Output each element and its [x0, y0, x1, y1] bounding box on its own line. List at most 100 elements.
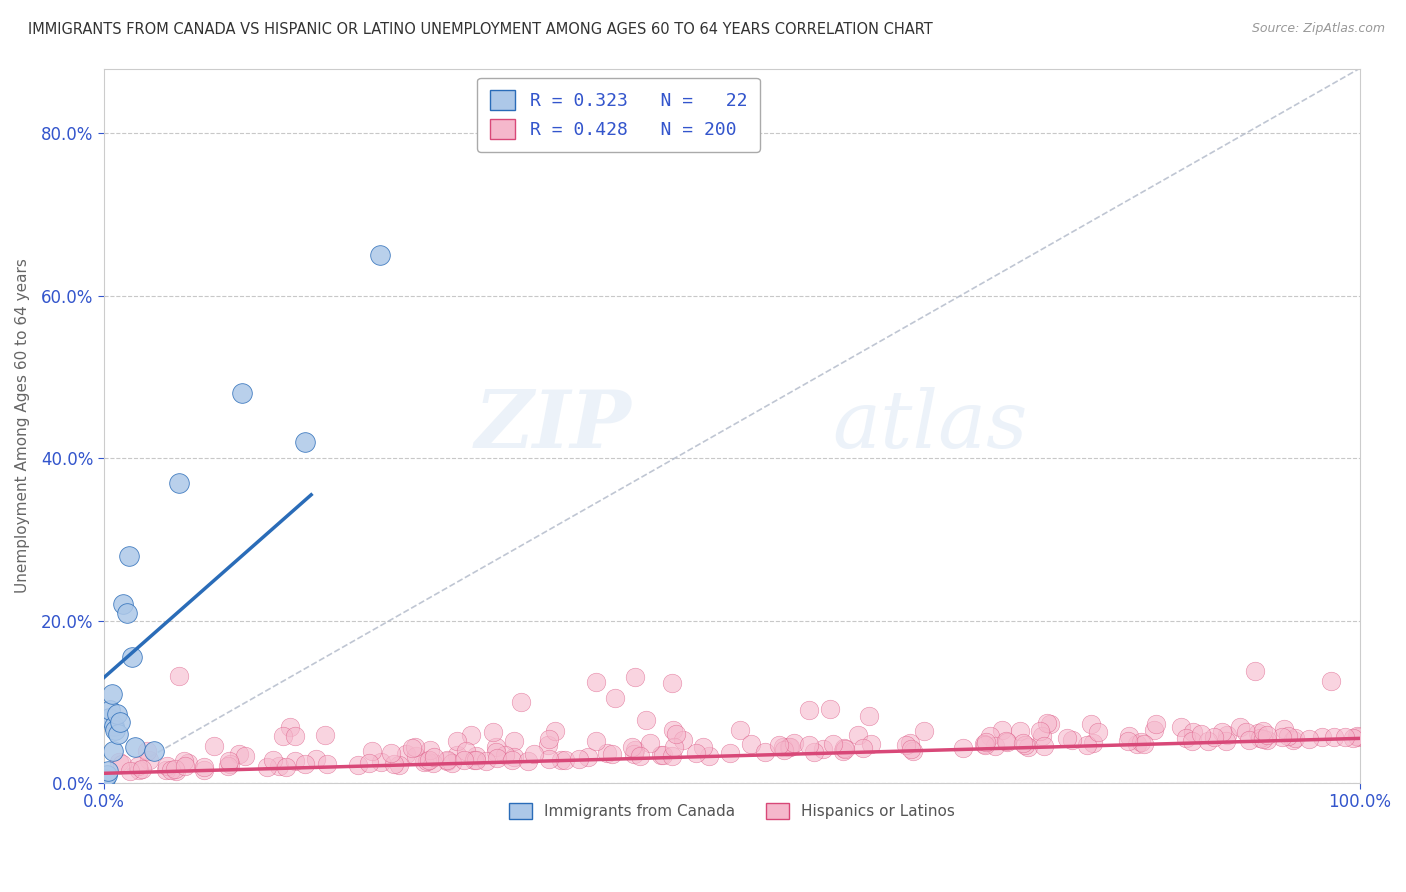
Point: [1347, 730, 1369, 744]
Point: [105, 706, 128, 721]
Point: [405, 749, 427, 764]
Point: [111, 598, 134, 612]
Point: [858, 709, 880, 723]
Point: [256, 760, 278, 774]
Point: [274, 760, 297, 774]
Point: [662, 723, 685, 738]
Point: [1083, 736, 1105, 750]
Point: [501, 753, 523, 767]
Point: [650, 748, 672, 763]
Point: [262, 754, 284, 768]
Point: [1012, 736, 1035, 750]
Point: [768, 738, 790, 752]
Point: [1256, 733, 1278, 747]
Point: [1031, 729, 1053, 743]
Point: [537, 752, 560, 766]
Point: [1256, 729, 1278, 743]
Point: [1017, 740, 1039, 755]
Point: [446, 734, 468, 748]
Point: [1298, 731, 1320, 746]
Point: [1170, 720, 1192, 734]
Point: [1144, 717, 1167, 731]
Point: [665, 727, 688, 741]
Point: [446, 747, 468, 762]
Point: [98, 711, 121, 725]
Point: [294, 435, 316, 450]
Point: [1118, 730, 1140, 744]
Point: [1323, 731, 1346, 745]
Point: [1076, 738, 1098, 752]
Point: [104, 723, 127, 738]
Point: [1211, 724, 1233, 739]
Point: [1251, 724, 1274, 739]
Point: [636, 713, 658, 727]
Point: [169, 475, 191, 490]
Point: [1182, 725, 1205, 739]
Point: [623, 743, 645, 757]
Point: [813, 742, 835, 756]
Point: [173, 754, 195, 768]
Text: ZIP: ZIP: [474, 387, 631, 465]
Point: [1247, 726, 1270, 740]
Point: [912, 724, 935, 739]
Point: [115, 606, 138, 620]
Point: [177, 756, 200, 771]
Point: [754, 745, 776, 759]
Point: [1126, 737, 1149, 751]
Point: [783, 736, 806, 750]
Point: [846, 728, 869, 742]
Point: [1237, 732, 1260, 747]
Point: [267, 758, 290, 772]
Point: [692, 740, 714, 755]
Point: [423, 749, 446, 764]
Point: [821, 737, 844, 751]
Point: [155, 763, 177, 777]
Point: [481, 724, 503, 739]
Point: [718, 746, 741, 760]
Point: [852, 741, 875, 756]
Point: [1253, 732, 1275, 747]
Point: [596, 746, 619, 760]
Point: [94, 772, 117, 786]
Point: [1014, 738, 1036, 752]
Point: [107, 727, 129, 741]
Point: [217, 759, 239, 773]
Point: [271, 729, 294, 743]
Point: [440, 756, 463, 771]
Point: [1346, 729, 1368, 743]
Point: [98, 703, 121, 717]
Point: [554, 753, 576, 767]
Point: [976, 735, 998, 749]
Point: [662, 739, 685, 754]
Point: [1133, 737, 1156, 751]
Point: [163, 763, 186, 777]
Point: [127, 759, 149, 773]
Point: [193, 763, 215, 777]
Point: [233, 749, 256, 764]
Text: IMMIGRANTS FROM CANADA VS HISPANIC OR LATINO UNEMPLOYMENT AMONG AGES 60 TO 64 YE: IMMIGRANTS FROM CANADA VS HISPANIC OR LA…: [28, 22, 932, 37]
Point: [834, 742, 856, 756]
Point: [464, 749, 486, 764]
Point: [101, 743, 124, 757]
Point: [1282, 732, 1305, 747]
Point: [380, 746, 402, 760]
Point: [1087, 725, 1109, 739]
Point: [1029, 724, 1052, 739]
Point: [973, 737, 995, 751]
Point: [118, 549, 141, 563]
Point: [1229, 720, 1251, 734]
Point: [818, 701, 841, 715]
Y-axis label: Unemployment Among Ages 60 to 64 years: Unemployment Among Ages 60 to 64 years: [15, 259, 30, 593]
Point: [740, 737, 762, 751]
Point: [638, 737, 661, 751]
Point: [952, 740, 974, 755]
Point: [1202, 730, 1225, 744]
Point: [628, 748, 651, 763]
Point: [128, 763, 150, 777]
Point: [1181, 734, 1204, 748]
Point: [1189, 727, 1212, 741]
Text: Source: ZipAtlas.com: Source: ZipAtlas.com: [1251, 22, 1385, 36]
Point: [219, 756, 242, 771]
Point: [503, 750, 526, 764]
Point: [832, 741, 855, 756]
